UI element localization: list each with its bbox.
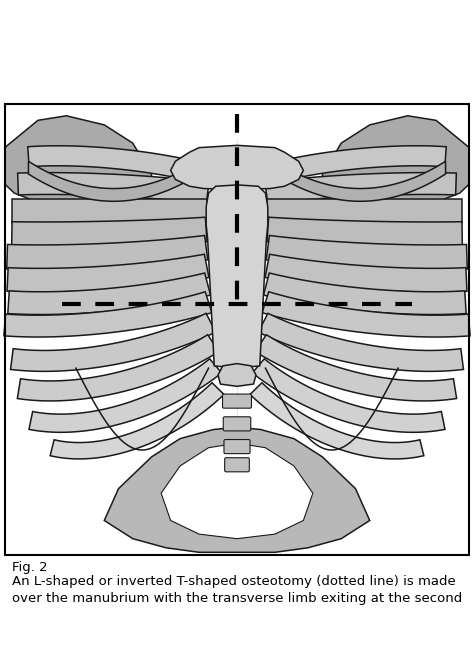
Polygon shape <box>218 364 256 386</box>
Polygon shape <box>255 335 456 401</box>
Polygon shape <box>28 161 199 201</box>
Polygon shape <box>252 358 445 432</box>
FancyBboxPatch shape <box>223 416 251 431</box>
Text: An L-shaped or inverted T-shaped osteotomy (dotted line) is made
over the manubr: An L-shaped or inverted T-shaped osteoto… <box>12 575 462 605</box>
Polygon shape <box>275 161 446 201</box>
Polygon shape <box>267 200 462 223</box>
Polygon shape <box>266 235 467 270</box>
FancyBboxPatch shape <box>224 440 250 453</box>
Polygon shape <box>263 146 446 185</box>
Polygon shape <box>50 383 224 459</box>
Polygon shape <box>7 235 208 270</box>
Polygon shape <box>264 273 466 314</box>
Polygon shape <box>104 427 370 552</box>
Polygon shape <box>7 254 209 292</box>
Polygon shape <box>265 173 456 204</box>
Polygon shape <box>171 146 303 189</box>
Polygon shape <box>18 173 209 204</box>
Polygon shape <box>18 335 219 401</box>
Polygon shape <box>262 292 470 337</box>
Polygon shape <box>4 292 212 337</box>
Polygon shape <box>258 313 464 372</box>
Polygon shape <box>29 358 222 432</box>
Polygon shape <box>8 273 210 314</box>
Polygon shape <box>267 217 462 246</box>
Polygon shape <box>161 443 313 538</box>
Polygon shape <box>10 313 216 372</box>
Polygon shape <box>12 200 207 223</box>
Polygon shape <box>265 254 467 292</box>
Polygon shape <box>12 217 207 246</box>
Polygon shape <box>28 146 211 185</box>
Polygon shape <box>250 383 424 459</box>
FancyBboxPatch shape <box>225 458 249 472</box>
Text: Fig. 2: Fig. 2 <box>12 561 47 575</box>
FancyBboxPatch shape <box>222 394 251 408</box>
Polygon shape <box>322 116 469 220</box>
Polygon shape <box>206 185 268 368</box>
Polygon shape <box>5 116 152 220</box>
